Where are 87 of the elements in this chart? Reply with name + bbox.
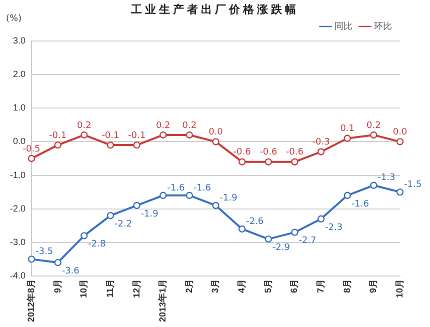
point [291, 158, 298, 166]
data-label: -1.5 [404, 180, 422, 190]
point [238, 225, 246, 233]
point [28, 154, 36, 162]
data-label: -2.2 [114, 219, 132, 230]
x-tick-label: 10月 [394, 278, 404, 298]
x-tick-label: 12月 [131, 278, 142, 298]
point [344, 134, 351, 142]
x-tick-label: 8月 [342, 278, 352, 293]
legend-label: 环比 [374, 20, 392, 31]
point [160, 192, 167, 200]
data-label: -0.6 [286, 148, 304, 158]
data-label: -2.8 [88, 240, 106, 250]
y-tick-label: -4.0 [10, 270, 26, 280]
y-tick-label: 1.0 [12, 102, 26, 113]
y-tick-label: 2.0 [12, 69, 26, 80]
point [264, 235, 272, 243]
chart-title: 工业生产者出厂价格涨跌幅 [131, 3, 299, 16]
x-tick-label: 4月 [236, 278, 247, 293]
data-label: -0.6 [260, 148, 278, 158]
data-label: -2.9 [272, 242, 290, 253]
x-tick-label: 9月 [52, 278, 62, 293]
point [212, 138, 220, 146]
data-label: -0.3 [312, 138, 330, 148]
data-label: 0.1 [340, 124, 355, 134]
point [133, 202, 140, 210]
data-label: -2.3 [325, 222, 343, 233]
data-label: 0.2 [182, 120, 197, 131]
data-label: -3.5 [36, 247, 54, 258]
x-tick-label: 2012年8月 [26, 278, 36, 322]
data-label: -3.6 [62, 266, 80, 276]
x-tick-label: 10月 [78, 278, 89, 298]
y-tick-label: 0.0 [12, 136, 26, 146]
point [160, 131, 167, 139]
point [370, 182, 378, 189]
point [106, 141, 114, 149]
data-label: -1.6 [167, 183, 185, 194]
data-label: -2.7 [298, 236, 316, 246]
point [317, 215, 325, 223]
data-label: -0.1 [102, 130, 120, 141]
data-label: -0.1 [49, 130, 67, 141]
point [106, 212, 114, 220]
data-label: 0.2 [156, 120, 170, 131]
point [80, 131, 88, 139]
point [186, 192, 194, 200]
y-tick-label: -2.0 [10, 203, 26, 214]
data-label: 0.2 [366, 120, 381, 131]
point [396, 138, 404, 146]
x-tick-label: 7月 [316, 278, 326, 293]
point [396, 188, 404, 196]
point [80, 232, 88, 240]
x-tick-label: 5月 [262, 278, 273, 293]
point [264, 158, 272, 166]
data-label: 0.0 [208, 128, 224, 138]
point [28, 256, 36, 263]
y-tick-label: 3.0 [12, 35, 26, 46]
data-label: -1.6 [351, 199, 370, 210]
y-axis-title: (%) [6, 14, 22, 24]
y-tick-label: -3.0 [10, 236, 26, 247]
data-label: 0.2 [76, 120, 92, 131]
point [317, 148, 325, 156]
point [344, 192, 351, 200]
point [212, 202, 220, 210]
data-label: -1.9 [220, 193, 238, 204]
point [54, 141, 62, 149]
data-label: -0.6 [233, 148, 252, 158]
point [238, 158, 246, 166]
data-label: -0.1 [128, 130, 146, 141]
data-label: 0.0 [392, 128, 408, 138]
x-tick-label: 3月 [210, 278, 220, 293]
x-tick-label: 2月 [184, 278, 194, 293]
x-tick-label: 2013年1月 [158, 278, 168, 322]
data-label: -2.6 [246, 216, 264, 227]
y-tick-label: -1.0 [10, 170, 26, 180]
point [370, 131, 378, 139]
data-label: -1.3 [378, 173, 396, 184]
data-label: -0.5 [22, 144, 40, 154]
point [186, 131, 194, 139]
x-tick-label: 6月 [289, 278, 300, 293]
x-tick-label: 11月 [104, 278, 115, 298]
point [291, 228, 298, 236]
x-tick-label: 9月 [368, 278, 378, 293]
data-label: -1.6 [193, 183, 212, 194]
point [133, 141, 140, 149]
legend-label: 同比 [334, 20, 352, 31]
data-label: -1.9 [140, 209, 159, 220]
point [54, 258, 62, 266]
